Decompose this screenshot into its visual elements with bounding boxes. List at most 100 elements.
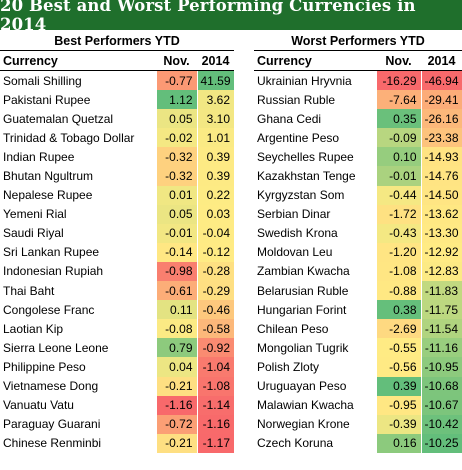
nov-value: -0.77 <box>155 70 197 91</box>
nov-value: -0.56 <box>375 357 421 377</box>
ytd-2014-value: 0.03 <box>196 204 234 224</box>
table-row: Sierra Leone Leone 0.79 -0.92 <box>0 338 234 358</box>
currency-name: Philippine Peso <box>3 359 86 374</box>
table-row: Somali Shilling -0.77 41.59 <box>0 70 234 91</box>
nov-value: 0.79 <box>155 338 197 358</box>
currency-name: Indian Rupee <box>3 149 75 164</box>
table-row: Mongolian Tugrik -0.55 -11.16 <box>254 338 462 358</box>
currency-name: Swedish Krona <box>257 226 338 241</box>
ytd-2014-value: -12.83 <box>420 261 462 282</box>
nov-value: 1.12 <box>155 90 197 110</box>
ytd-2014-value: -0.29 <box>196 281 234 301</box>
ytd-2014-value: -12.92 <box>420 242 462 262</box>
table-row: Bhutan Ngultrum -0.32 0.39 <box>0 166 234 186</box>
ytd-2014-value: -0.04 <box>196 223 234 243</box>
ytd-2014-value: -11.83 <box>420 281 462 301</box>
nov-value: -0.61 <box>155 281 197 301</box>
currency-name: Bhutan Ngultrum <box>3 169 94 184</box>
table-row: Indian Rupee -0.32 0.39 <box>0 147 234 167</box>
currency-name: Chilean Peso <box>257 321 329 336</box>
table-row: Sri Lankan Rupee -0.14 -0.12 <box>0 242 234 262</box>
table-row: Vanuatu Vatu -1.16 -1.14 <box>0 395 234 415</box>
nov-value: -0.72 <box>155 414 197 434</box>
table-row: Philippine Peso 0.04 -1.04 <box>0 357 234 377</box>
ytd-2014-value: 41.59 <box>196 70 234 91</box>
ytd-2014-value: -29.41 <box>420 90 462 110</box>
table-row: Swedish Krona -0.43 -13.30 <box>254 223 462 243</box>
nov-value: -0.01 <box>375 166 421 186</box>
nov-value: 0.11 <box>155 300 197 320</box>
nov-value: 0.01 <box>155 185 197 205</box>
nov-value: -0.95 <box>375 395 421 415</box>
nov-value: -0.09 <box>375 128 421 148</box>
nov-value: -0.32 <box>155 147 197 167</box>
currency-name: Congolese Franc <box>3 302 95 317</box>
ytd-2014-value: -1.17 <box>196 433 234 453</box>
ytd-2014-value: -1.14 <box>196 395 234 415</box>
column-header-currency: Currency <box>254 51 376 71</box>
currency-name: Sierra Leone Leone <box>3 340 109 355</box>
nov-value: -0.32 <box>155 166 197 186</box>
currency-name: Guatemalan Quetzal <box>3 111 114 126</box>
column-header-2014: 2014 <box>421 51 462 71</box>
ytd-2014-value: -1.16 <box>196 414 234 434</box>
table-row: Seychelles Rupee 0.10 -14.93 <box>254 147 462 167</box>
nov-value: -0.21 <box>155 376 197 396</box>
ytd-2014-value: -0.46 <box>196 300 234 320</box>
currency-name: Ukrainian Hryvnia <box>257 73 352 88</box>
currency-name: Nepalese Rupee <box>3 188 93 203</box>
ytd-2014-value: -10.25 <box>420 433 462 453</box>
ytd-2014-value: 1.01 <box>196 128 234 148</box>
table-row: Serbian Dinar -1.72 -13.62 <box>254 204 462 224</box>
worst-performers-rows: Ukrainian Hryvnia -16.29 -46.94 Russian Rub… <box>254 70 462 453</box>
currency-name: Trinidad & Tobago Dollar <box>3 130 135 145</box>
table-row: Kyrgyzstan Som -0.44 -14.50 <box>254 185 462 205</box>
currency-name: Kazakhstan Tenge <box>257 169 356 184</box>
table-row: Indonesian Rupiah -0.98 -0.28 <box>0 261 234 282</box>
nov-value: 0.38 <box>375 300 421 320</box>
column-header-nov: Nov. <box>376 51 421 71</box>
ytd-2014-value: -0.58 <box>196 319 234 339</box>
ytd-2014-value: -10.67 <box>420 395 462 415</box>
table-row: Yemeni Rial 0.05 0.03 <box>0 204 234 224</box>
currency-name: Czech Koruna <box>257 436 334 451</box>
currency-name: Chinese Renminbi <box>3 436 102 451</box>
ytd-2014-value: 0.39 <box>196 147 234 167</box>
worst-performers-panel: Worst Performers YTD Currency Nov. 2014 … <box>254 33 462 453</box>
table-row: Norwegian Krone -0.39 -10.42 <box>254 414 462 434</box>
currency-name: Vanuatu Vatu <box>3 398 74 413</box>
nov-value: 0.39 <box>375 376 421 396</box>
currency-name: Mongolian Tugrik <box>257 340 349 355</box>
ytd-2014-value: -1.04 <box>196 357 234 377</box>
ytd-2014-value: -11.75 <box>420 300 462 320</box>
nov-value: -0.21 <box>155 433 197 453</box>
table-row: Argentine Peso -0.09 -23.38 <box>254 128 462 148</box>
ytd-2014-value: -0.12 <box>196 242 234 262</box>
currency-name: Seychelles Rupee <box>257 149 354 164</box>
ytd-2014-value: -14.93 <box>420 147 462 167</box>
currency-name: Polish Zloty <box>257 359 320 374</box>
best-performers-rows: Somali Shilling -0.77 41.59 Pakistani Rupee… <box>0 70 234 453</box>
nov-value: 0.05 <box>155 204 197 224</box>
table-row: Hungarian Forint 0.38 -11.75 <box>254 300 462 320</box>
nov-value: -2.69 <box>375 319 421 339</box>
currency-name: Norwegian Krone <box>257 417 350 432</box>
ytd-2014-value: -14.50 <box>420 185 462 205</box>
currency-name: Paraguay Guarani <box>3 417 101 432</box>
currency-name: Somali Shilling <box>3 73 82 88</box>
nov-value: -0.98 <box>155 261 197 282</box>
nov-value: 0.16 <box>375 433 421 453</box>
table-row: Vietnamese Dong -0.21 -1.08 <box>0 376 234 396</box>
column-header-2014: 2014 <box>197 51 234 71</box>
table-row: Guatemalan Quetzal 0.05 3.10 <box>0 109 234 129</box>
table-row: Belarusian Ruble -0.88 -11.83 <box>254 281 462 301</box>
ytd-2014-value: -14.76 <box>420 166 462 186</box>
table-row: Congolese Franc 0.11 -0.46 <box>0 300 234 320</box>
ytd-2014-value: -13.62 <box>420 204 462 224</box>
currency-name: Belarusian Ruble <box>257 283 349 298</box>
ytd-2014-value: -10.95 <box>420 357 462 377</box>
table-row: Laotian Kip -0.08 -0.58 <box>0 319 234 339</box>
currency-name: Ghana Cedi <box>257 111 322 126</box>
table-row: Chinese Renminbi -0.21 -1.17 <box>0 433 234 453</box>
nov-value: 0.10 <box>375 147 421 167</box>
